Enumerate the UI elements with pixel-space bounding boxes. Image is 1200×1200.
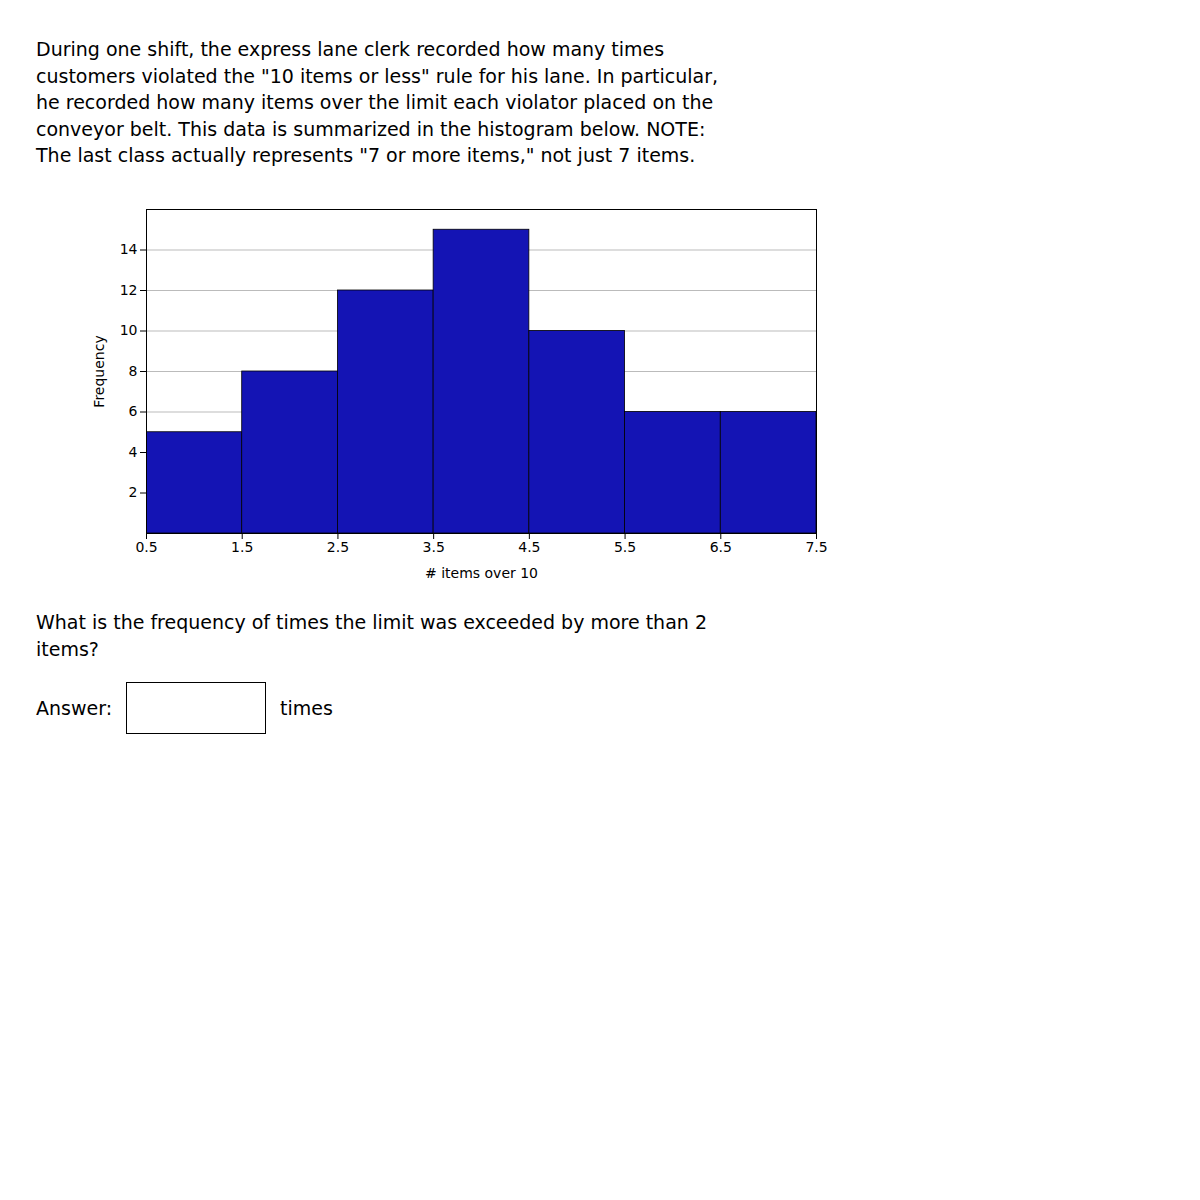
svg-text:2.5: 2.5 bbox=[327, 539, 349, 555]
svg-text:2: 2 bbox=[129, 484, 138, 500]
svg-text:6: 6 bbox=[129, 403, 138, 419]
svg-text:4.5: 4.5 bbox=[518, 539, 540, 555]
svg-text:14: 14 bbox=[120, 241, 138, 257]
svg-text:7.5: 7.5 bbox=[805, 539, 827, 555]
svg-text:10: 10 bbox=[120, 322, 138, 338]
svg-text:# items over 10: # items over 10 bbox=[425, 564, 538, 580]
html-text:What is the frequency of times: What is the frequency of times the limit… bbox=[36, 611, 707, 660]
svg-text:Frequency: Frequency bbox=[91, 335, 107, 407]
svg-text:12: 12 bbox=[120, 282, 138, 298]
svg-text:3.5: 3.5 bbox=[423, 539, 445, 555]
html-text:times: times bbox=[280, 697, 333, 720]
html-text:Answer:: Answer: bbox=[36, 697, 112, 720]
svg-text:0.5: 0.5 bbox=[135, 539, 157, 555]
svg-text:5.5: 5.5 bbox=[614, 539, 636, 555]
svg-text:1.5: 1.5 bbox=[231, 539, 253, 555]
html-text:During one shift, the express: During one shift, the express lane clerk… bbox=[36, 38, 718, 167]
svg-text:8: 8 bbox=[129, 363, 138, 379]
svg-text:4: 4 bbox=[129, 444, 138, 460]
svg-text:6.5: 6.5 bbox=[710, 539, 732, 555]
